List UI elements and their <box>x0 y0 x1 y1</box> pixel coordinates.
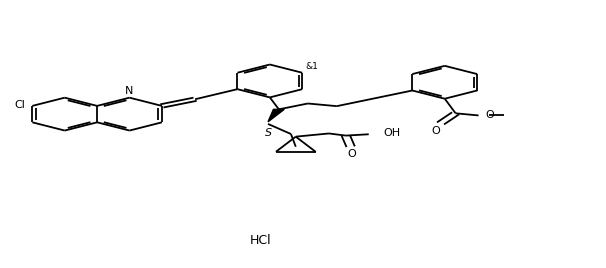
Text: OH: OH <box>384 128 401 139</box>
Text: Cl: Cl <box>14 100 25 110</box>
Text: S: S <box>264 128 271 138</box>
Text: O: O <box>431 125 440 136</box>
Text: HCl: HCl <box>250 234 271 247</box>
Text: N: N <box>125 86 134 96</box>
Polygon shape <box>268 109 284 122</box>
Text: &1: &1 <box>305 62 318 70</box>
Text: O: O <box>486 110 494 120</box>
Text: O: O <box>347 149 356 159</box>
